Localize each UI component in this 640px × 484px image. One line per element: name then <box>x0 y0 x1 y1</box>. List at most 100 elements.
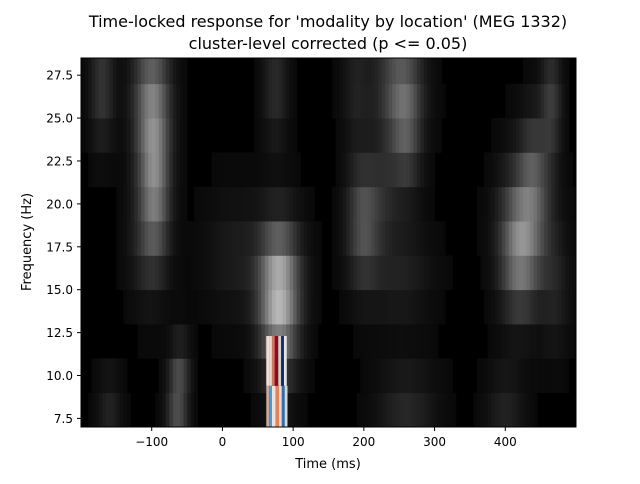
heatmap-cell <box>399 392 404 427</box>
heatmap-cell <box>431 392 435 427</box>
heatmap-cell <box>420 392 425 427</box>
heatmap-cell <box>123 58 128 85</box>
heatmap-cell <box>314 324 319 359</box>
heatmap-cell <box>88 392 93 427</box>
heatmap-cell <box>123 118 128 153</box>
heatmap-cell <box>187 221 192 256</box>
heatmap-cell <box>484 358 489 394</box>
heatmap-cell <box>261 221 266 256</box>
heatmap-cell <box>275 186 280 222</box>
heatmap-cell <box>402 58 407 85</box>
heatmap-cell <box>434 324 439 359</box>
heatmap-cell <box>526 289 531 325</box>
heatmap-cell <box>180 152 184 188</box>
heatmap-cell <box>540 83 545 119</box>
heatmap-cell <box>190 289 195 325</box>
heatmap-cell <box>491 255 496 291</box>
heatmap-cell <box>363 392 368 427</box>
heatmap-cell <box>279 221 283 256</box>
heatmap-cell <box>416 392 421 427</box>
heatmap-cell <box>554 58 559 85</box>
heatmap-cell <box>254 221 259 256</box>
heatmap-cell <box>254 152 259 188</box>
heatmap-cell <box>530 118 534 153</box>
heatmap-cell <box>484 255 489 291</box>
heatmap-cell <box>402 324 407 359</box>
heatmap-cell <box>279 186 283 222</box>
heatmap-cell <box>300 255 305 291</box>
heatmap-cell <box>300 186 305 222</box>
heatmap-cell <box>363 358 368 394</box>
heatmap-cell <box>392 221 397 256</box>
heatmap-cell <box>293 118 298 153</box>
heatmap-cell <box>388 324 393 359</box>
heatmap-cell <box>533 186 538 222</box>
heatmap-cell <box>537 255 542 291</box>
heatmap-cell <box>144 58 149 85</box>
heatmap-cell <box>155 58 160 85</box>
heatmap-cell <box>431 186 435 222</box>
heatmap-cell <box>134 152 138 188</box>
heatmap-cell <box>190 255 195 291</box>
heatmap-cell <box>530 289 534 325</box>
heatmap-cell <box>339 83 344 119</box>
heatmap-cell <box>158 358 163 394</box>
y-tick-label: 12.5 <box>46 326 73 340</box>
cluster-cell <box>269 336 272 386</box>
heatmap-cell <box>353 255 358 291</box>
heatmap-cell <box>512 186 517 222</box>
heatmap-cell <box>134 186 138 222</box>
heatmap-cell <box>126 58 131 85</box>
heatmap-cell <box>261 83 266 119</box>
heatmap-cell <box>346 58 351 85</box>
heatmap-cell <box>243 186 248 222</box>
heatmap-cell <box>123 152 128 188</box>
heatmap-cell <box>388 289 393 325</box>
heatmap-cell <box>381 255 386 291</box>
heatmap-cell <box>420 58 425 85</box>
heatmap-cell <box>116 186 121 222</box>
heatmap-cell <box>423 221 428 256</box>
heatmap-cell <box>381 289 386 325</box>
heatmap-cell <box>81 58 85 85</box>
heatmap-cell <box>148 324 153 359</box>
heatmap-cell <box>222 221 227 256</box>
heatmap-cell <box>201 221 206 256</box>
heatmap-cell <box>409 152 414 188</box>
heatmap-cell <box>162 186 167 222</box>
heatmap-cell <box>370 221 375 256</box>
y-tick-label: 27.5 <box>46 69 73 83</box>
heatmap-cell <box>183 324 188 359</box>
heatmap-cell <box>530 358 534 394</box>
heatmap-cell <box>286 58 291 85</box>
heatmap-cell <box>105 118 110 153</box>
heatmap-cell <box>540 58 545 85</box>
heatmap-cell <box>374 152 379 188</box>
heatmap-cell <box>423 289 428 325</box>
heatmap-cell <box>183 83 188 119</box>
heatmap-cell <box>307 221 312 256</box>
heatmap-cell <box>378 324 382 359</box>
heatmap-cell <box>515 83 520 119</box>
heatmap-cell <box>229 186 234 222</box>
heatmap-cell <box>134 221 138 256</box>
heatmap-cell <box>568 152 573 188</box>
heatmap-cell <box>148 83 153 119</box>
heatmap-cell <box>370 255 375 291</box>
heatmap-cell <box>540 118 545 153</box>
heatmap-cell <box>126 152 131 188</box>
heatmap-cell <box>254 392 259 427</box>
heatmap-cell <box>296 324 301 359</box>
heatmap-cell <box>367 58 372 85</box>
heatmap-cell <box>385 324 390 359</box>
heatmap-cell <box>300 221 305 256</box>
heatmap-cell <box>381 83 386 119</box>
heatmap-cell <box>126 118 131 153</box>
heatmap-cell <box>406 221 411 256</box>
heatmap-cell <box>257 118 262 153</box>
heatmap-cell <box>537 221 542 256</box>
heatmap-cell <box>565 152 570 188</box>
y-tick-label: 10.0 <box>46 369 73 383</box>
heatmap-cell <box>254 255 259 291</box>
heatmap-cell <box>289 358 294 394</box>
